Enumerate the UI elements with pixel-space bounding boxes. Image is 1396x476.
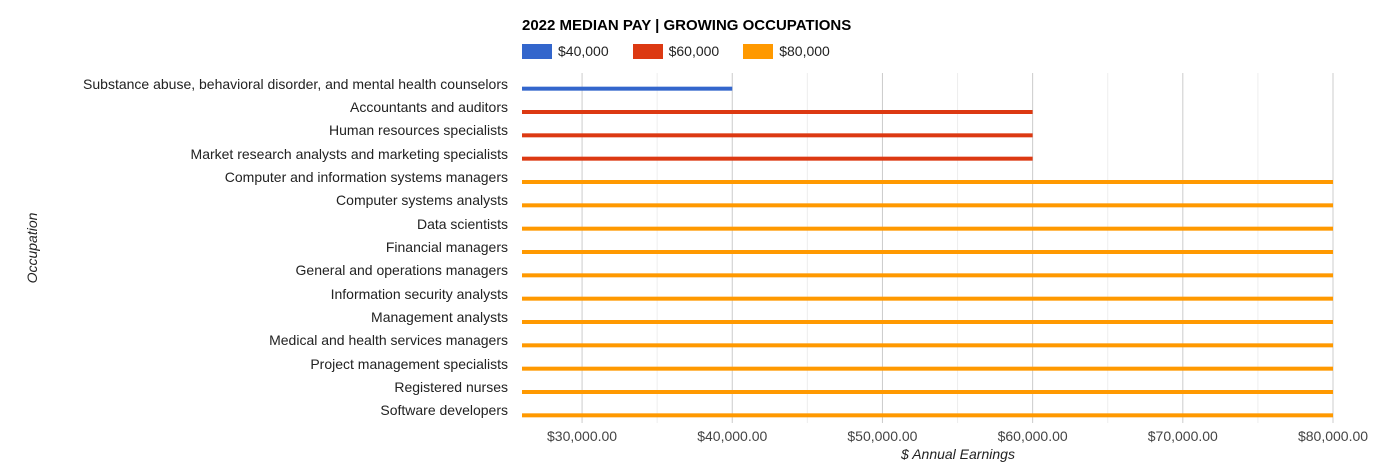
category-label: Human resources specialists xyxy=(329,122,508,139)
bar[interactable] xyxy=(522,180,1333,184)
bar[interactable] xyxy=(522,156,1033,161)
bar[interactable] xyxy=(522,86,733,91)
legend-swatch-40k xyxy=(522,43,552,59)
bar[interactable] xyxy=(522,343,1333,348)
legend-label-80k: $80,000 xyxy=(779,43,830,59)
category-label: Computer and information systems manager… xyxy=(224,169,508,185)
bar[interactable] xyxy=(522,296,1333,301)
bar[interactable] xyxy=(522,320,1333,324)
bar[interactable] xyxy=(522,250,1333,254)
legend: $40,000 $60,000 $80,000 xyxy=(522,42,854,60)
bar[interactable] xyxy=(522,203,1333,208)
chart-title: 2022 MEDIAN PAY | GROWING OCCUPATIONS xyxy=(522,17,852,34)
category-label: Substance abuse, behavioral disorder, an… xyxy=(83,75,508,92)
category-label: Data scientists xyxy=(416,215,508,232)
category-label: Project management specialists xyxy=(310,355,508,372)
category-label: Information security analysts xyxy=(330,285,508,302)
legend-label-60k: $60,000 xyxy=(668,43,720,59)
x-tick-label: $70,000.00 xyxy=(1147,428,1218,444)
bar[interactable] xyxy=(522,110,1033,114)
category-label: Market research analysts and marketing s… xyxy=(190,145,508,162)
category-label: Computer systems analysts xyxy=(336,192,508,209)
x-tick-label: $50,000.00 xyxy=(847,428,918,444)
x-tick-label: $30,000.00 xyxy=(547,428,618,444)
x-tick-label: $80,000.00 xyxy=(1297,428,1369,444)
legend-item-80k[interactable]: $80,000 xyxy=(743,43,830,59)
category-label: Medical and health services managers xyxy=(269,332,508,349)
category-label: Registered nurses xyxy=(394,379,508,395)
x-axis-label: $ Annual Earnings xyxy=(901,446,1015,462)
category-label: Financial managers xyxy=(385,239,508,255)
category-label: General and operations managers xyxy=(295,262,508,279)
legend-item-60k[interactable]: $60,000 xyxy=(632,43,720,59)
x-tick-label: $40,000.00 xyxy=(697,428,768,444)
bar[interactable] xyxy=(522,366,1333,371)
bar[interactable] xyxy=(522,133,1033,138)
bar[interactable] xyxy=(522,390,1333,394)
category-label: Accountants and auditors xyxy=(350,99,508,115)
legend-swatch-60k xyxy=(632,43,663,59)
category-label: Software developers xyxy=(380,402,508,419)
x-tick-label: $60,000.00 xyxy=(997,428,1068,444)
legend-swatch-80k xyxy=(743,43,774,59)
bar[interactable] xyxy=(522,413,1333,418)
bar[interactable] xyxy=(522,226,1333,231)
legend-item-40k[interactable]: $40,000 xyxy=(522,43,609,59)
legend-label-40k: $40,000 xyxy=(558,43,609,59)
category-label: Management analysts xyxy=(371,309,508,325)
bar[interactable] xyxy=(522,273,1333,278)
